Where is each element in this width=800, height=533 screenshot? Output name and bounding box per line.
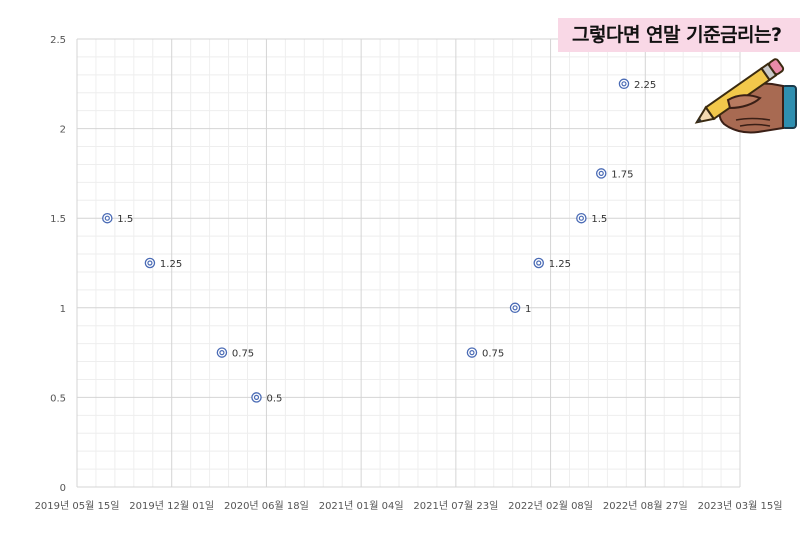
data-point-marker-outer	[144, 257, 156, 269]
data-point: 1.25	[533, 257, 571, 270]
data-point: 1.5	[576, 212, 607, 225]
data-point-marker-inner	[536, 260, 542, 266]
data-label: 0.75	[232, 349, 254, 360]
x-tick-label: 2023년 03월 15일	[698, 500, 783, 512]
data-point-marker-inner	[147, 260, 153, 266]
data-label: 1.5	[117, 214, 133, 225]
data-point: 2.25	[618, 78, 656, 91]
banner-title: 그렇다면 연말 기준금리는?	[572, 24, 782, 46]
data-point-marker-outer	[216, 347, 228, 358]
data-point-marker-outer	[533, 257, 544, 269]
x-tick-label: 2019년 05월 15일	[35, 500, 120, 512]
data-point: 1.5	[102, 212, 133, 225]
x-tick-label: 2021년 01월 04일	[319, 500, 404, 512]
data-label: 1	[525, 304, 531, 315]
data-label: 1.25	[160, 259, 182, 270]
data-point: 1.75	[595, 168, 634, 180]
headline-banner: 그렇다면 연말 기준금리는?	[558, 18, 800, 52]
y-tick-label: 2.5	[50, 35, 66, 46]
data-point-marker-inner	[598, 170, 604, 176]
data-label: 1.75	[611, 169, 633, 180]
data-point: 0.75	[466, 347, 504, 360]
y-tick-label: 1.5	[50, 214, 66, 225]
data-point-marker-outer	[595, 168, 607, 179]
data-point-marker-outer	[509, 302, 521, 314]
data-point-marker-outer	[618, 78, 630, 90]
chart-grid	[76, 38, 741, 488]
data-label: 2.25	[634, 80, 656, 91]
data-point-marker-outer	[102, 212, 113, 224]
data-point: 0.5	[251, 392, 282, 404]
data-point-marker-outer	[251, 392, 262, 403]
x-axis-tick-labels: 2019년 05월 15일 2019년 12월 01일 2020년 06월 18일 2…	[35, 500, 783, 512]
data-label: 1.25	[549, 259, 571, 270]
data-point-marker-outer	[576, 212, 587, 224]
data-label: 1.5	[591, 214, 607, 225]
y-axis-tick-labels: 0 0.5 1 1.5 2 2.5	[50, 35, 66, 494]
data-point-marker-inner	[512, 305, 518, 311]
data-point-marker-inner	[621, 81, 627, 87]
data-point-marker-outer	[466, 347, 478, 358]
hand-holding-pencil-icon	[694, 58, 797, 134]
y-tick-label: 0.5	[50, 393, 66, 404]
data-point-marker-inner	[578, 215, 584, 221]
data-points: 1.5 1.25 0.75 0.5 0.75 1 1.25 1.5 1.75 2.25	[102, 78, 656, 404]
data-point-marker-inner	[253, 394, 260, 400]
y-tick-label: 2	[60, 125, 66, 136]
data-point: 0.75	[216, 347, 254, 360]
y-tick-label: 1	[60, 304, 66, 315]
x-tick-label: 2021년 07월 23일	[413, 500, 498, 512]
data-point-marker-inner	[469, 350, 475, 356]
y-tick-label: 0	[60, 483, 66, 494]
data-point-marker-inner	[104, 215, 110, 221]
data-point-marker-inner	[219, 350, 225, 356]
x-tick-label: 2019년 12월 01일	[129, 500, 214, 512]
data-label: 0.5	[266, 393, 282, 404]
data-label: 0.75	[482, 349, 504, 360]
data-point: 1	[509, 302, 531, 315]
x-tick-label: 2022년 08월 27일	[603, 500, 688, 512]
x-tick-label: 2022년 02월 08일	[508, 500, 593, 512]
x-tick-label: 2020년 06월 18일	[224, 500, 309, 512]
data-point: 1.25	[144, 257, 182, 270]
